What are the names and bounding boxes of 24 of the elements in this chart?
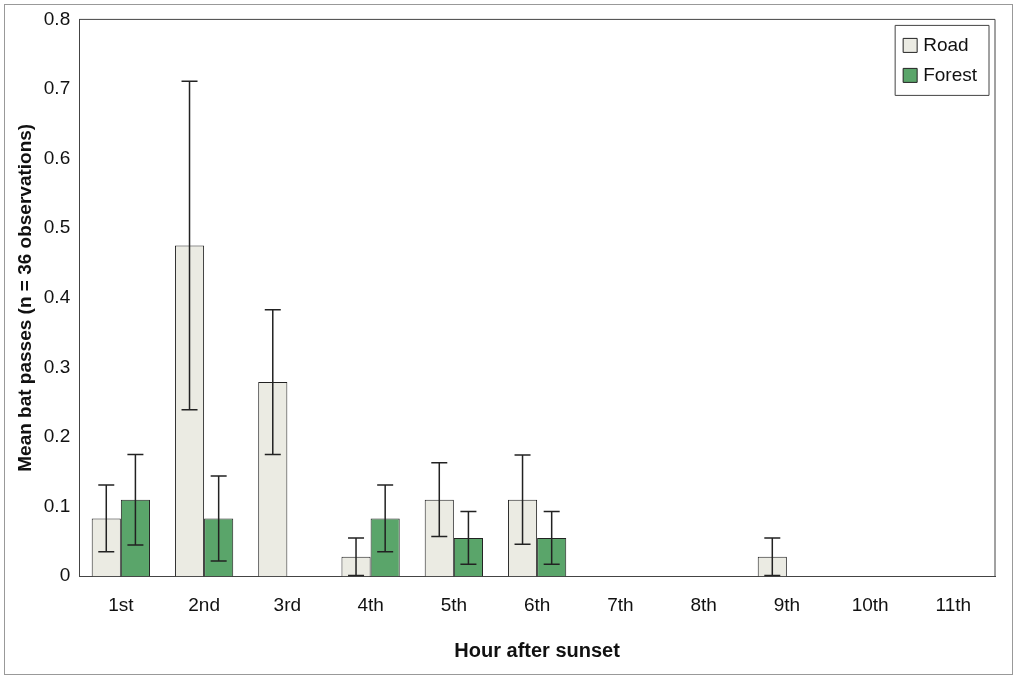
y-tick-label: 0: [59, 564, 71, 586]
x-tick-label: 4th: [357, 593, 384, 615]
y-tick-label: 0.2: [43, 425, 71, 447]
x-tick-label: 3rd: [273, 593, 302, 615]
x-tick-label: 5th: [440, 593, 468, 615]
x-tick-label: 8th: [690, 593, 717, 615]
x-tick-label: 1st: [108, 593, 135, 615]
y-tick-label: 0.5: [43, 216, 71, 238]
y-tick-label: 0.4: [43, 286, 71, 308]
y-tick-label: 0.6: [43, 146, 71, 168]
x-tick-label: 6th: [523, 593, 551, 615]
x-tick-label: 10th: [851, 593, 889, 615]
legend-label: Road: [923, 33, 969, 55]
x-tick-label: 7th: [607, 593, 634, 615]
x-axis-title: Hour after sunset: [454, 638, 621, 661]
x-tick-label: 9th: [773, 593, 801, 615]
y-axis-title: Mean bat passes (n = 36 observations): [13, 123, 35, 472]
legend-label: Forest: [923, 63, 978, 85]
y-tick-label: 0.3: [43, 355, 71, 377]
y-tick-label: 0.7: [43, 77, 71, 99]
y-tick-label: 0.1: [43, 494, 71, 516]
x-tick-label: 11th: [935, 593, 972, 615]
y-tick-label: 0.8: [43, 7, 71, 29]
x-tick-label: 2nd: [188, 593, 220, 615]
